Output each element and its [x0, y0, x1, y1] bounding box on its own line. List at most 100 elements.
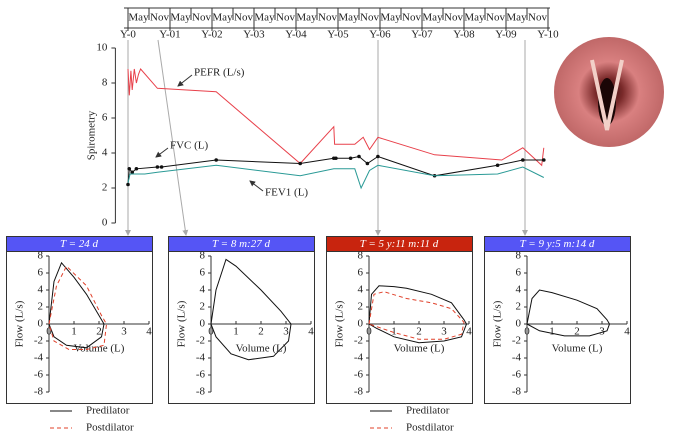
x-tick-label: 1: [71, 326, 77, 338]
y-tick-label: 8: [200, 250, 206, 262]
y-tick-label: -8: [354, 386, 364, 398]
top-label: Nov: [276, 12, 295, 24]
legend-label: Predilator: [406, 405, 450, 417]
top-label: May: [296, 12, 317, 24]
legend-label: Postdilator: [406, 422, 454, 434]
larynx-photo: [554, 37, 664, 147]
y-tick-label: 0: [38, 318, 44, 330]
panel-header: [6, 236, 153, 252]
top-label: May: [254, 12, 275, 24]
y-tick-label: 2: [200, 301, 206, 313]
point: [214, 158, 218, 162]
y-tick-label: -8: [512, 386, 522, 398]
x-tick-label: 4: [466, 326, 472, 338]
annotation-arrows: [155, 74, 264, 192]
y-tick-label: 4: [38, 284, 44, 296]
series-line: [368, 285, 468, 344]
series-label: PEFR (L/s): [194, 67, 245, 79]
time-pointers: [125, 39, 528, 236]
point: [130, 170, 134, 175]
y-tick-label: 0: [102, 217, 108, 229]
x-tick-label: Y-06: [369, 29, 391, 41]
x-tick-label: 0: [524, 326, 530, 338]
x-tick-label: Y-04: [285, 29, 307, 41]
top-label: May: [506, 12, 527, 24]
x-tick-label: 3: [121, 326, 127, 338]
x-tick-label: Y-07: [411, 29, 433, 41]
y-axis-label: Flow (L/s): [14, 300, 26, 347]
x-axis-label: Volume (L): [394, 343, 445, 355]
top-label: Nov: [318, 12, 337, 24]
y-tick-label: 2: [358, 301, 364, 313]
y-tick-label: 10: [96, 42, 108, 54]
top-label: Nov: [444, 12, 463, 24]
x-tick-label: 3: [283, 326, 289, 338]
point: [357, 154, 361, 159]
x-tick-label: 4: [146, 326, 152, 338]
y-tick-label: 0: [358, 318, 364, 330]
y-tick-label: 2: [516, 301, 522, 313]
panel-title: T = 5 y:11 m:11 d: [360, 238, 439, 250]
top-label: May: [338, 12, 359, 24]
series-line: [127, 68, 545, 167]
series-line: [127, 164, 545, 190]
top-label: Nov: [150, 12, 169, 24]
top-label: May: [170, 12, 191, 24]
y-tick-label: 4: [516, 284, 522, 296]
y-axis-label: Spirometry: [86, 110, 98, 160]
x-tick-label: 3: [599, 326, 605, 338]
y-tick-label: 8: [38, 250, 44, 262]
panel-title: T = 8 m:27 d: [212, 238, 270, 250]
point: [298, 161, 303, 166]
y-tick-label: -2: [196, 335, 205, 347]
x-tick-label: 0: [46, 326, 52, 338]
x-tick-label: 4: [624, 326, 630, 338]
y-tick-label: 4: [102, 147, 108, 159]
panel-frame: [168, 236, 315, 404]
point: [376, 154, 380, 159]
y-tick-label: 6: [200, 267, 206, 279]
series-label: FVC (L): [170, 140, 209, 152]
y-tick-label: 4: [358, 284, 364, 296]
y-tick-label: -4: [354, 352, 364, 364]
legend-label: Postdilator: [86, 422, 134, 434]
x-tick-label: 1: [233, 326, 239, 338]
point: [495, 163, 500, 168]
panel-header: [168, 236, 315, 252]
point: [334, 156, 338, 161]
y-tick-label: 6: [38, 267, 44, 279]
y-tick-label: 8: [516, 250, 522, 262]
top-label: May: [380, 12, 401, 24]
panel-frame: [326, 236, 473, 404]
y-tick-label: -4: [512, 352, 522, 364]
y-tick-label: 6: [102, 112, 108, 124]
x-tick-label: 2: [96, 326, 102, 338]
point: [134, 166, 139, 171]
x-tick-label: 1: [391, 326, 397, 338]
top-label: May: [464, 12, 485, 24]
x-axis-label: Volume (L): [236, 343, 287, 355]
x-tick-label: 4: [308, 326, 314, 338]
top-label: May: [128, 12, 149, 24]
series-line: [48, 261, 105, 349]
x-tick-label: Y-02: [201, 29, 222, 41]
top-label: Nov: [486, 12, 505, 24]
point: [127, 166, 132, 171]
y-tick-label: 0: [200, 318, 206, 330]
y-tick-label: 8: [358, 250, 364, 262]
y-axis-label: Flow (L/s): [334, 300, 346, 347]
y-tick-label: 4: [200, 284, 206, 296]
panel-title: T = 24 d: [60, 238, 99, 250]
y-tick-label: -4: [34, 352, 44, 364]
point: [126, 182, 130, 187]
x-tick-label: 2: [416, 326, 422, 338]
panel-frame: [6, 236, 153, 404]
y-tick-label: 0: [516, 318, 522, 330]
point: [155, 165, 160, 169]
x-tick-label: 2: [574, 326, 580, 338]
y-tick-label: -6: [34, 369, 44, 381]
x-tick-label: Y-0: [120, 29, 136, 41]
series-label: FEV1 (L): [265, 187, 308, 199]
y-tick-label: -8: [34, 386, 44, 398]
